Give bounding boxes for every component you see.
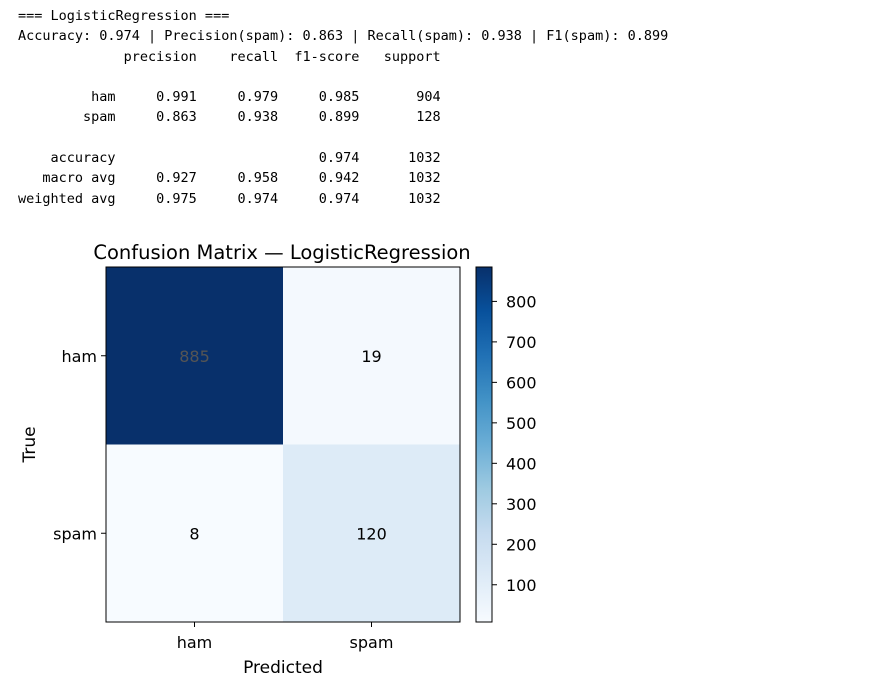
colorbar-tick-label-700: 700 (506, 333, 537, 352)
cell-ham-ham (106, 267, 283, 445)
colorbar-tick-label-200: 200 (506, 535, 537, 554)
cell-value-ham-spam: 19 (361, 347, 381, 366)
cell-spam-ham (106, 444, 283, 622)
colorbar-tick-label-100: 100 (506, 576, 537, 595)
plot-frame (105, 266, 461, 623)
report-row-macro-avg: macro avg 0.927 0.958 0.942 1032 (18, 170, 441, 187)
cell-ham-spam (283, 267, 460, 445)
report-row-weighted-avg: weighted avg 0.975 0.974 0.974 1032 (18, 190, 441, 207)
chart-title: Confusion Matrix — LogisticRegression (93, 241, 470, 264)
colorbar (475, 266, 493, 623)
report-row-ham: ham 0.991 0.979 0.985 904 (18, 89, 441, 106)
cell-value-ham-ham: 885 (179, 347, 210, 366)
confusion-matrix-chart: Confusion Matrix — LogisticRegression 88… (20, 241, 537, 678)
report-row-spam: spam 0.863 0.938 0.899 128 (18, 109, 441, 126)
x-axis-label: Predicted (243, 658, 323, 678)
y-axis-label: True (20, 426, 40, 463)
cell-spam-spam (283, 444, 460, 622)
report-columns-header: precision recall f1-score support (18, 48, 441, 65)
colorbar-tick-label-600: 600 (506, 373, 537, 392)
y-tick-label-spam: spam (53, 524, 97, 543)
colorbar-tick-label-800: 800 (506, 292, 537, 311)
report-header: === LogisticRegression === (18, 8, 230, 24)
y-tick-label-ham: ham (61, 347, 97, 366)
x-tick-label-spam: spam (350, 633, 394, 652)
colorbar-tick-label-400: 400 (506, 454, 537, 473)
console-output: === LogisticRegression === Accuracy: 0.9… (18, 6, 668, 209)
x-tick-label-ham: ham (177, 633, 213, 652)
cell-value-spam-spam: 120 (356, 524, 387, 543)
report-row-accuracy: accuracy 0.974 1032 (18, 150, 441, 167)
colorbar-tick-label-500: 500 (506, 414, 537, 433)
classification-report: precision recall f1-score support ham 0.… (18, 49, 441, 207)
summary-metrics: Accuracy: 0.974 | Precision(spam): 0.863… (18, 28, 669, 45)
cell-value-spam-ham: 8 (189, 524, 199, 543)
colorbar-tick-label-300: 300 (506, 495, 537, 514)
